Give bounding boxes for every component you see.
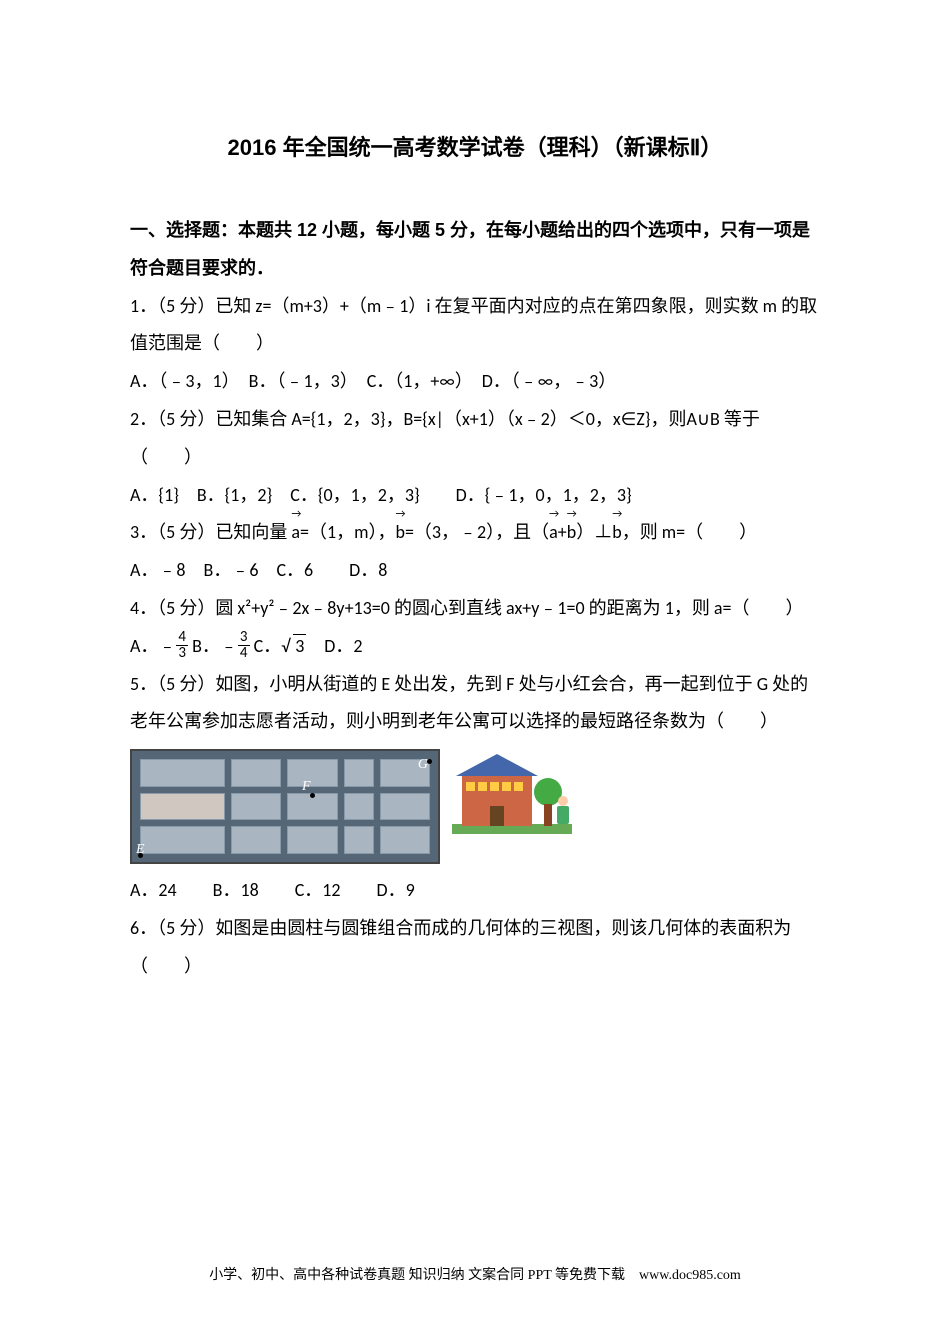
q4-optC: C． <box>250 635 282 657</box>
vector-a-icon: a <box>291 514 300 552</box>
vector-b3-icon: b <box>612 514 621 552</box>
q6-text: 6．（5 分）如图是由圆柱与圆锥组合而成的几何体的三视图，则该几何体的表面积为（… <box>130 917 791 977</box>
q4-optB: B．﹣ <box>188 635 238 657</box>
label-f: F <box>302 779 311 795</box>
q5-options: A．24 B．18 C．12 D．9 <box>130 872 820 910</box>
q3-pre: 3．（5 分）已知向量 <box>130 521 291 543</box>
fraction-4-3: 43 <box>176 630 188 661</box>
sqrt-3: 3 <box>281 628 306 666</box>
q5-text: 5．（5 分）如图，小明从街道的 E 处出发，先到 F 处与小红会合，再一起到位… <box>130 673 808 733</box>
question-4: 4．（5 分）圆 x²+y²﹣2x﹣8y+13=0 的圆心到直线 ax+y﹣1=… <box>130 590 820 666</box>
page-title: 2016 年全国统一高考数学试卷（理科）（新课标Ⅱ） <box>130 130 820 162</box>
vector-a2-icon: a <box>549 514 558 552</box>
vector-b2-icon: b <box>567 514 576 552</box>
section-header: 一、选择题：本题共 12 小题，每小题 5 分，在每小题给出的四个选项中，只有一… <box>130 212 820 288</box>
q2-text: 2．（5 分）已知集合 A={1，2，3}，B={x|（x+1）（x﹣2）＜0，… <box>130 408 760 468</box>
q3-beq: =（3，﹣2），且（ <box>405 521 549 543</box>
question-6: 6．（5 分）如图是由圆柱与圆锥组合而成的几何体的三视图，则该几何体的表面积为（… <box>130 910 820 986</box>
q1-options: A．（﹣3，1） B．（﹣1，3） C．（1，+∞） D．（﹣∞，﹣3） <box>130 370 616 392</box>
vector-b-icon: b <box>395 514 404 552</box>
q3-options: A．﹣8 B．﹣6 C．6 D．8 <box>130 559 387 581</box>
fraction-3-4: 34 <box>238 630 250 661</box>
dot-g-icon <box>427 759 432 764</box>
page-footer: 小学、初中、高中各种试卷真题 知识归纳 文案合同 PPT 等免费下载 www.d… <box>0 1264 950 1284</box>
q4-text: 4．（5 分）圆 x²+y²﹣2x﹣8y+13=0 的圆心到直线 ax+y﹣1=… <box>130 597 804 619</box>
q4-optA: A．﹣ <box>130 635 176 657</box>
house-scene-icon <box>452 749 572 834</box>
question-5: 5．（5 分）如图，小明从街道的 E 处出发，先到 F 处与小红会合，再一起到位… <box>130 666 820 742</box>
q1-text: 1．（5 分）已知 z=（m+3）+（m﹣1）i 在复平面内对应的点在第四象限，… <box>130 295 817 355</box>
question-2: 2．（5 分）已知集合 A={1，2，3}，B={x|（x+1）（x﹣2）＜0，… <box>130 401 820 514</box>
street-grid-icon: F G E <box>130 749 440 864</box>
question-3: 3．（5 分）已知向量 a=（1，m），b=（3，﹣2），且（a+b）⊥b，则 … <box>130 514 820 590</box>
q3-aeq: =（1，m）， <box>300 521 395 543</box>
q4-optD: D．2 <box>306 635 362 657</box>
q3-plus: + <box>558 521 567 543</box>
q3-perp: ）⊥ <box>576 521 612 543</box>
question-1: 1．（5 分）已知 z=（m+3）+（m﹣1）i 在复平面内对应的点在第四象限，… <box>130 288 820 401</box>
q3-tail: ，则 m=（ ） <box>622 521 757 543</box>
q5-figure: F G E <box>130 749 820 864</box>
